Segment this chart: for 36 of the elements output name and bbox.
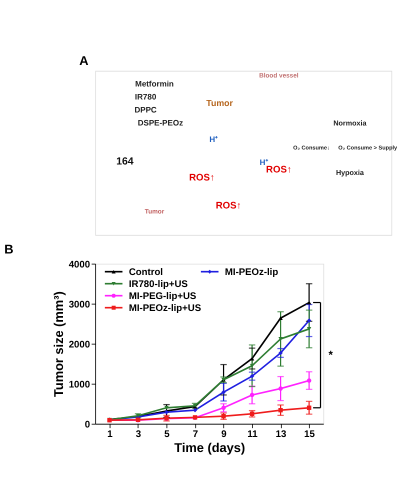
chart-title: B	[4, 241, 14, 256]
text: ROS↑	[189, 172, 215, 184]
x-tick-label: 7	[192, 428, 198, 440]
x-axis-title: Time (days)	[174, 440, 246, 456]
y-tick-label: 1000	[68, 379, 90, 390]
legend-label: IR780-lip+US	[128, 278, 188, 290]
text: H⁺	[260, 158, 268, 168]
x-tick-label: 15	[304, 428, 316, 440]
x-tick-label: 5	[164, 428, 170, 440]
x-tick-label: 9	[221, 428, 227, 440]
text: Tumor	[206, 98, 234, 108]
text: Metformin	[135, 79, 174, 88]
x-tick-label: 11	[247, 428, 258, 440]
text: *	[328, 349, 334, 362]
legend-label: MI-PEOz-lip+US	[128, 302, 202, 314]
legend-label: MI-PEG-lip+US	[128, 290, 197, 302]
legend-label: MI-PEOz-lip	[224, 266, 278, 278]
text: ROS↑	[216, 200, 242, 212]
legend-label: Control	[128, 266, 163, 278]
text: DPPC	[134, 106, 157, 115]
text: DSPE-PEOz	[138, 118, 184, 128]
y-tick-label: 0	[84, 419, 90, 430]
y-tick-label: 2000	[68, 339, 90, 350]
x-tick-label: 1	[107, 428, 114, 440]
y-tick-label: 3000	[68, 299, 90, 310]
x-tick-label: 13	[276, 428, 286, 440]
text: Normoxia	[333, 118, 368, 128]
text: ROS↑	[266, 164, 292, 176]
text: H⁺	[209, 135, 218, 144]
text: Hypoxia	[336, 168, 365, 177]
text: IR780	[134, 92, 157, 102]
text: A	[79, 53, 88, 68]
y-axis-title: Tumor size (mm³)	[51, 291, 66, 397]
x-tick-label: 3	[136, 428, 142, 440]
text: 164	[116, 156, 134, 168]
y-tick-label: 4000	[68, 259, 90, 270]
